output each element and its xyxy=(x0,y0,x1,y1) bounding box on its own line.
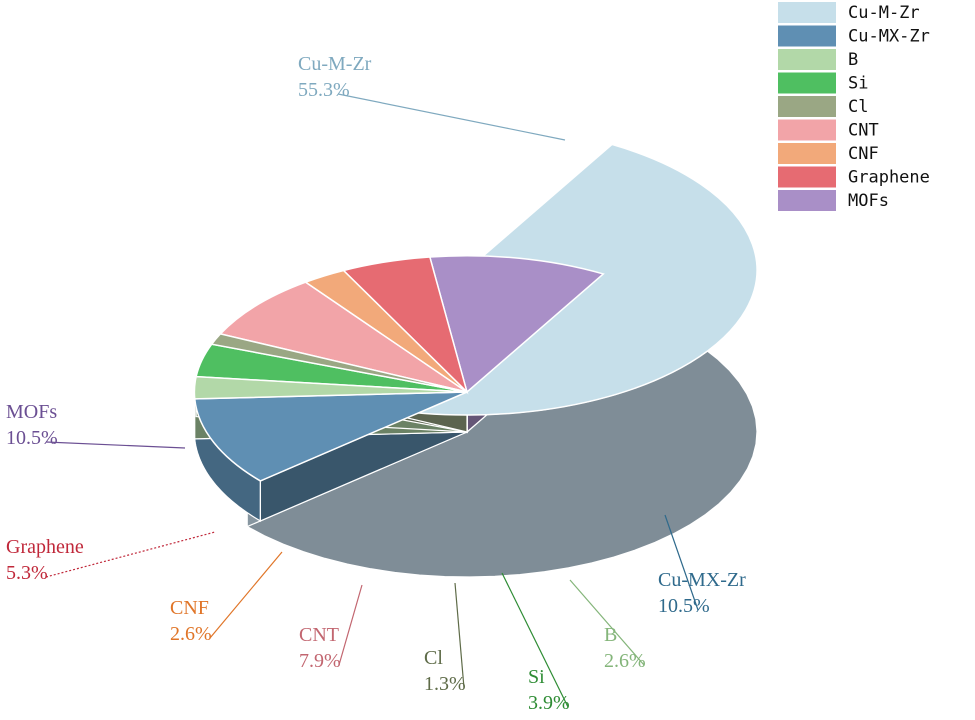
slice-label-cnf: CNF 2.6% xyxy=(170,551,283,645)
legend-item-cnt: CNT xyxy=(778,119,879,141)
leader-line-cu-m-zr xyxy=(337,93,566,141)
slice-label-graphene: Graphene 5.3% xyxy=(6,531,216,584)
slice-percent-cu-mx-zr: 10.5% xyxy=(658,595,710,617)
slice-label-cu-m-zr: Cu-M-Zr 55.3% xyxy=(298,53,566,141)
leader-line-cnf xyxy=(209,551,283,639)
legend-swatch-si xyxy=(778,72,836,94)
legend-swatch-mofs xyxy=(778,190,836,211)
slice-mofs xyxy=(428,254,605,394)
slice-label-cu-mx-zr: Cu-MX-Zr 10.5% xyxy=(658,514,746,617)
legend-label-cu-mx-zr: Cu-MX-Zr xyxy=(848,27,930,47)
slice-name-cnt: CNT xyxy=(299,624,339,646)
legend-item-graphene: Graphene xyxy=(778,166,930,188)
slice-name-mofs: MOFs xyxy=(6,401,57,423)
slice-name-cl: Cl xyxy=(424,647,443,669)
legend-swatch-cnt xyxy=(778,119,836,141)
slice-label-cl: Cl 1.3% xyxy=(424,582,466,695)
legend-label-graphene: Graphene xyxy=(848,168,930,188)
legend-swatch-cu-m-zr xyxy=(778,2,836,23)
slice-percent-graphene: 5.3% xyxy=(6,562,48,584)
legend-label-cnt: CNT xyxy=(848,121,879,141)
leader-line-cu-mx-zr xyxy=(664,514,699,611)
slice-label-cnt: CNT 7.9% xyxy=(299,584,363,672)
legend-item-b: B xyxy=(778,49,858,70)
legend-swatch-b xyxy=(778,49,836,70)
legend-swatch-cu-mx-zr xyxy=(778,25,836,47)
slice-percent-si: 3.9% xyxy=(528,692,570,714)
slice-cl xyxy=(210,333,468,393)
legend-label-b: B xyxy=(848,50,858,70)
slice-percent-cnf: 2.6% xyxy=(170,623,212,645)
leader-line-si xyxy=(501,572,569,708)
slice-percent-cu-m-zr: 55.3% xyxy=(298,79,350,101)
legend-item-cu-mx-zr: Cu-MX-Zr xyxy=(778,25,930,47)
legend-item-cnf: CNF xyxy=(778,143,879,164)
slice-percent-b: 2.6% xyxy=(604,650,646,672)
slice-name-graphene: Graphene xyxy=(6,536,84,558)
slice-label-si: Si 3.9% xyxy=(501,572,570,714)
slice-name-cu-m-zr: Cu-M-Zr xyxy=(298,53,372,75)
legend-label-mofs: MOFs xyxy=(848,191,889,211)
slice-name-cnf: CNF xyxy=(170,597,209,619)
leader-line-b xyxy=(569,579,645,666)
legend-label-si: Si xyxy=(848,74,868,94)
slice-percent-mofs: 10.5% xyxy=(6,427,58,449)
slice-labels: Cu-M-Zr 55.3% Cu-MX-Zr 10.5% B 2.6% Si 3.9% Cl 1.… xyxy=(6,53,746,714)
leader-line-graphene xyxy=(45,531,216,578)
slice-name-b: B xyxy=(604,624,617,646)
leader-line-cnt xyxy=(338,584,363,666)
legend-swatch-graphene xyxy=(778,166,836,188)
legend-swatch-cl xyxy=(778,96,836,117)
slice-cnt xyxy=(218,281,468,393)
legend-item-cu-m-zr: Cu-M-Zr xyxy=(778,2,920,23)
legend-label-cu-m-zr: Cu-M-Zr xyxy=(848,3,920,23)
legend-item-si: Si xyxy=(778,72,868,94)
legend-item-mofs: MOFs xyxy=(778,190,889,211)
slice-b xyxy=(193,375,468,400)
slice-label-b: B 2.6% xyxy=(569,579,646,672)
slice-name-cu-mx-zr: Cu-MX-Zr xyxy=(658,569,746,591)
slice-cnf xyxy=(303,269,468,393)
slice-label-mofs: MOFs 10.5% xyxy=(6,401,186,449)
legend-item-cl: Cl xyxy=(778,96,868,117)
legend-label-cl: Cl xyxy=(848,97,868,117)
slice-name-si: Si xyxy=(528,666,545,688)
leader-line-cl xyxy=(454,582,465,689)
legend-swatch-cnf xyxy=(778,143,836,164)
slice-percent-cl: 1.3% xyxy=(424,673,466,695)
legend: Cu-M-Zr Cu-MX-Zr B Si Cl CNT CNF Graphene MOFs xyxy=(778,2,930,211)
legend-label-cnf: CNF xyxy=(848,144,879,164)
slice-cu-mx-zr xyxy=(193,391,468,482)
leader-line-mofs xyxy=(45,441,186,449)
pie-top-layer xyxy=(193,143,758,482)
slice-percent-cnt: 7.9% xyxy=(299,650,341,672)
